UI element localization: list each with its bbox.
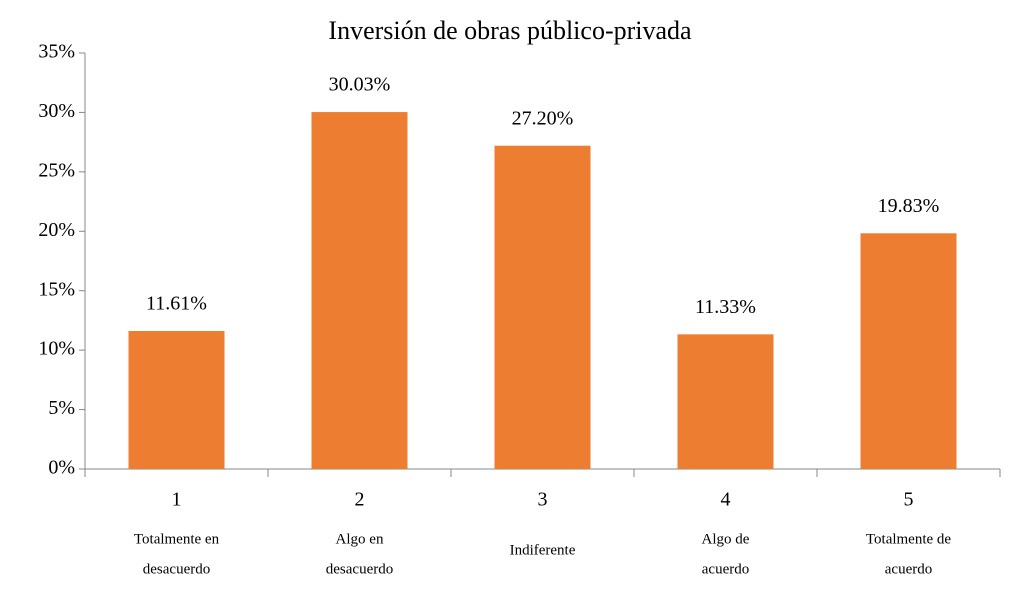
category-description: acuerdo bbox=[702, 561, 749, 577]
category-description: Totalmente en bbox=[134, 531, 220, 547]
bar bbox=[128, 331, 225, 469]
y-tick-label: 0% bbox=[48, 457, 75, 479]
x-tick-label: 1 bbox=[172, 489, 182, 511]
chart-title: Inversión de obras público-privada bbox=[328, 16, 692, 45]
y-tick-label: 5% bbox=[48, 397, 75, 419]
category-description: Totalmente de bbox=[866, 531, 952, 547]
y-tick-label: 15% bbox=[38, 278, 75, 300]
x-tick-label: 2 bbox=[355, 489, 365, 511]
value-label: 11.33% bbox=[695, 296, 756, 318]
category-description: acuerdo bbox=[885, 561, 932, 577]
value-label: 11.61% bbox=[146, 293, 207, 315]
x-tick-label: 3 bbox=[538, 489, 548, 511]
category-description: desacuerdo bbox=[143, 561, 210, 577]
category-description: Algo de bbox=[702, 531, 750, 547]
value-label: 30.03% bbox=[329, 74, 391, 96]
y-tick-label: 10% bbox=[38, 338, 75, 360]
x-tick-label: 5 bbox=[904, 489, 914, 511]
category-description: Indiferente bbox=[510, 542, 576, 558]
category-description: Algo en bbox=[336, 531, 384, 547]
y-tick-label: 25% bbox=[38, 159, 75, 181]
value-label: 27.20% bbox=[512, 107, 574, 129]
value-label: 19.83% bbox=[878, 195, 940, 217]
y-tick-label: 30% bbox=[38, 100, 75, 122]
category-description: desacuerdo bbox=[326, 561, 393, 577]
y-tick-label: 35% bbox=[38, 41, 75, 63]
bar bbox=[494, 145, 591, 470]
bar bbox=[311, 112, 408, 470]
x-tick-label: 4 bbox=[721, 489, 731, 511]
bar bbox=[677, 334, 774, 469]
y-tick-label: 20% bbox=[38, 219, 75, 241]
bar bbox=[860, 233, 957, 469]
